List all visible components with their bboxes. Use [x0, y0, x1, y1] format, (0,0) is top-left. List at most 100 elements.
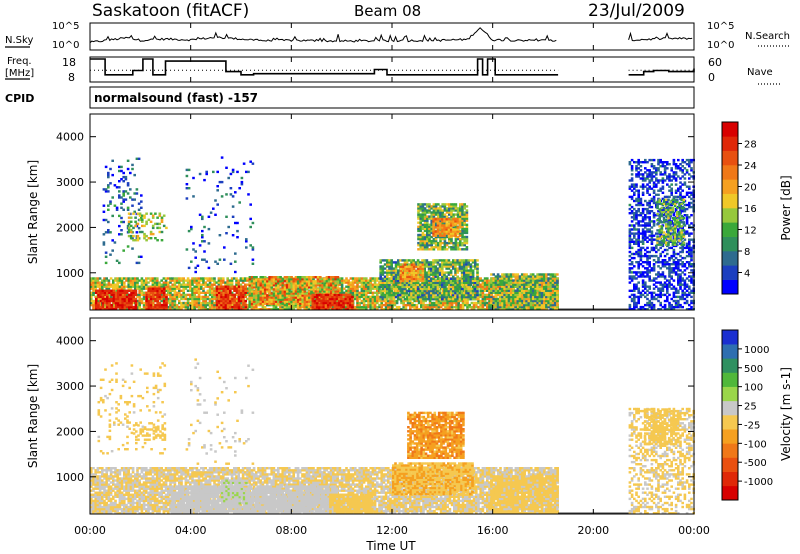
- power-cell: [373, 283, 377, 286]
- power-cell: [195, 303, 199, 307]
- power-cell: [156, 277, 159, 280]
- power-cell: [373, 303, 377, 307]
- power-cell: [160, 283, 163, 286]
- power-cell: [151, 281, 155, 284]
- power-cell: [171, 303, 174, 307]
- power-cell: [167, 281, 170, 284]
- power-cell: [186, 293, 190, 297]
- power-cell: [421, 277, 425, 281]
- power-cell: [358, 279, 361, 282]
- power-cell: [376, 299, 379, 303]
- power-cell: [204, 283, 207, 286]
- power-cell: [180, 303, 183, 307]
- power-cell: [180, 308, 183, 311]
- power-cell: [362, 301, 366, 305]
- power-cell: [162, 285, 166, 288]
- power-cell: [371, 295, 375, 299]
- power-cell: [365, 293, 368, 297]
- power-cell: [171, 299, 174, 303]
- power-cell: [360, 295, 364, 299]
- power-cell: [340, 291, 344, 294]
- power-cell: [395, 301, 399, 305]
- power-cell: [422, 305, 425, 309]
- power-cell: [299, 300, 302, 303]
- power-cell: [215, 281, 218, 284]
- power-cell: [149, 279, 152, 282]
- power-cell: [228, 279, 232, 282]
- power-cell: [186, 305, 190, 309]
- power-cell: [202, 295, 205, 299]
- power-cell: [417, 308, 421, 311]
- power-cell: [164, 289, 168, 292]
- power-cell: [347, 285, 350, 288]
- power-cell: [476, 291, 479, 295]
- power-cell: [288, 281, 291, 284]
- power-cell: [197, 303, 201, 307]
- power-cell: [299, 295, 302, 299]
- power-cell: [112, 285, 115, 288]
- power-cell: [390, 263, 393, 266]
- power-cell: [354, 287, 357, 290]
- power-cell: [367, 305, 370, 309]
- power-cell: [96, 299, 100, 303]
- power-cell: [356, 305, 359, 309]
- power-cell: [120, 287, 124, 290]
- power-cell: [140, 279, 144, 282]
- power-cell: [250, 303, 254, 307]
- power-cell: [345, 277, 348, 280]
- power-cell: [288, 295, 291, 299]
- power-cell: [195, 301, 199, 305]
- power-cell: [358, 281, 361, 284]
- power-cell: [189, 279, 192, 282]
- power-cell: [281, 305, 284, 309]
- power-cell: [395, 308, 399, 311]
- power-cell: [252, 308, 256, 311]
- power-cell: [149, 293, 152, 297]
- power-cell: [211, 297, 214, 301]
- power-cell: [162, 277, 166, 280]
- power-cell: [274, 303, 278, 307]
- power-cell: [349, 291, 353, 294]
- power-cell: [123, 285, 126, 288]
- power-cell: [193, 295, 196, 299]
- power-cell: [406, 299, 410, 303]
- power-cell: [476, 259, 479, 262]
- power-cell: [138, 287, 141, 290]
- nave-tick-bottom: 0: [708, 71, 715, 84]
- date-title: 23/Jul/2009: [588, 1, 685, 21]
- power-cell: [259, 300, 263, 303]
- power-cell: [114, 289, 117, 292]
- power-cell: [103, 283, 106, 286]
- power-cell: [178, 301, 181, 305]
- power-cell: [294, 303, 298, 307]
- power-cell: [211, 287, 214, 290]
- power-cell: [301, 305, 304, 309]
- power-cell: [274, 308, 278, 311]
- power-cell: [369, 283, 372, 286]
- power-cell: [156, 283, 159, 286]
- power-cell: [345, 303, 348, 307]
- power-cell: [420, 299, 423, 303]
- power-cell: [371, 299, 375, 303]
- power-cell: [321, 289, 324, 292]
- power-cell: [294, 305, 298, 309]
- power-cell: [356, 291, 359, 294]
- power-cell: [239, 301, 243, 305]
- power-cell: [373, 285, 377, 288]
- power-cell: [103, 281, 106, 284]
- power-cell: [356, 299, 359, 303]
- power-cell: [92, 293, 95, 297]
- power-cell: [373, 301, 377, 305]
- power-cell: [211, 303, 214, 307]
- power-cell: [369, 308, 372, 311]
- power-cell: [112, 283, 115, 286]
- power-cell: [173, 281, 177, 284]
- power-cell: [246, 297, 249, 301]
- power-cell: [163, 287, 166, 290]
- cpid-label: CPID: [5, 92, 34, 105]
- power-cell: [376, 301, 379, 305]
- power-cell: [193, 308, 196, 311]
- power-cell: [257, 289, 260, 292]
- power-cell: [351, 277, 355, 280]
- power-cell: [389, 299, 392, 303]
